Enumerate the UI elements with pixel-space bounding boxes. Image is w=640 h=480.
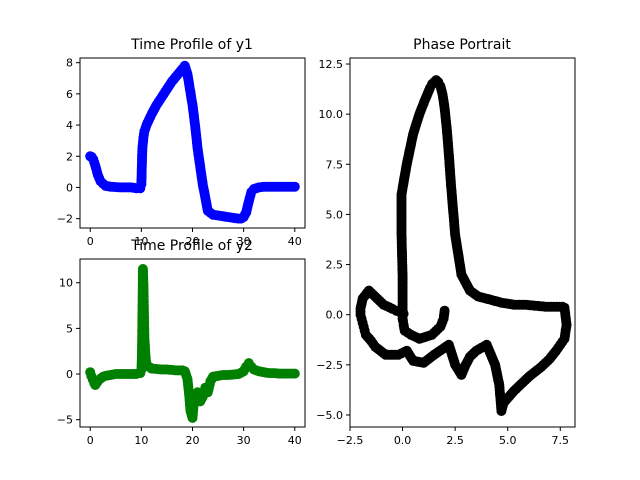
y2-marks [85,264,300,423]
y1-x-tick-label: 10 [134,235,148,248]
y1-marks [85,60,300,224]
phase-y-tick-label: −2.5 [316,359,343,372]
y1-x-tick-label: 40 [288,235,302,248]
y2-y-tick-label: −5 [57,414,73,427]
y2-ticks: 0 10 20 30 40 −5 0 5 10 [57,277,302,447]
y1-y-tick-label: 2 [66,150,73,163]
phase-x-tick-label: −2.5 [337,434,364,447]
y1-ticks: 0 10 20 30 40 −2 0 2 4 6 8 [57,57,302,248]
y2-data-point [289,368,300,379]
phase-y-tick-label: 5.0 [326,208,344,221]
phase-x-tick-label: 2.5 [446,434,464,447]
phase-ticks: −2.5 0.0 2.5 5.0 7.5 −5.0 −2.5 0.0 2.5 5.0 7.5 10.0… [316,58,569,447]
y1-data-point [289,181,300,192]
y2-time-profile-panel: 0 10 20 30 40 −5 0 5 10 Time Profile of y2 [57,238,306,447]
phase-y-tick-label: 12.5 [319,58,344,71]
y2-x-tick-label: 20 [186,434,200,447]
phase-x-tick-label: 0.0 [394,434,412,447]
phase-y-tick-label: 10.0 [319,108,344,121]
y1-y-tick-label: 0 [66,181,73,194]
y1-y-tick-label: −2 [57,213,73,226]
y1-time-profile-panel: Time Profile of y1 0 10 20 30 40 −2 0 2 4 6 8 [57,37,306,248]
y2-axes-frame [79,258,306,428]
phase-x-tick-label: 5.0 [499,434,517,447]
y1-chart-title: Time Profile of y1 [130,37,253,53]
y2-y-tick-label: 0 [66,368,73,381]
y2-x-tick-label: 10 [134,434,148,447]
y2-x-tick-label: 40 [288,434,302,447]
phase-marks [355,75,572,416]
phase-axes-frame [349,57,576,428]
y1-y-tick-label: 6 [66,88,73,101]
y1-x-tick-label: 30 [237,235,251,248]
y1-x-tick-label: 0 [87,235,94,248]
phase-y-tick-label: −5.0 [316,409,343,422]
phase-portrait-title: Phase Portrait [413,37,511,53]
phase-portrait-panel: Phase Portrait −2.5 0.0 2.5 5.0 7.5 −5.0 −2.5 0… [316,37,576,447]
phase-data-point [398,308,409,319]
y2-x-tick-label: 30 [237,434,251,447]
phase-y-tick-label: 7.5 [326,158,344,171]
y2-chart-title: Time Profile of y2 [130,238,253,254]
y1-axes-frame [79,57,306,229]
y2-x-tick-label: 0 [87,434,94,447]
phase-y-tick-label: 2.5 [326,259,344,272]
y1-x-tick-label: 20 [186,235,200,248]
y1-y-tick-label: 8 [66,57,73,70]
y1-y-tick-label: 4 [66,119,73,132]
y2-y-tick-label: 5 [66,322,73,335]
y2-y-tick-label: 10 [59,277,73,290]
phase-y-tick-label: 0.0 [326,309,344,322]
phase-x-tick-label: 7.5 [552,434,570,447]
